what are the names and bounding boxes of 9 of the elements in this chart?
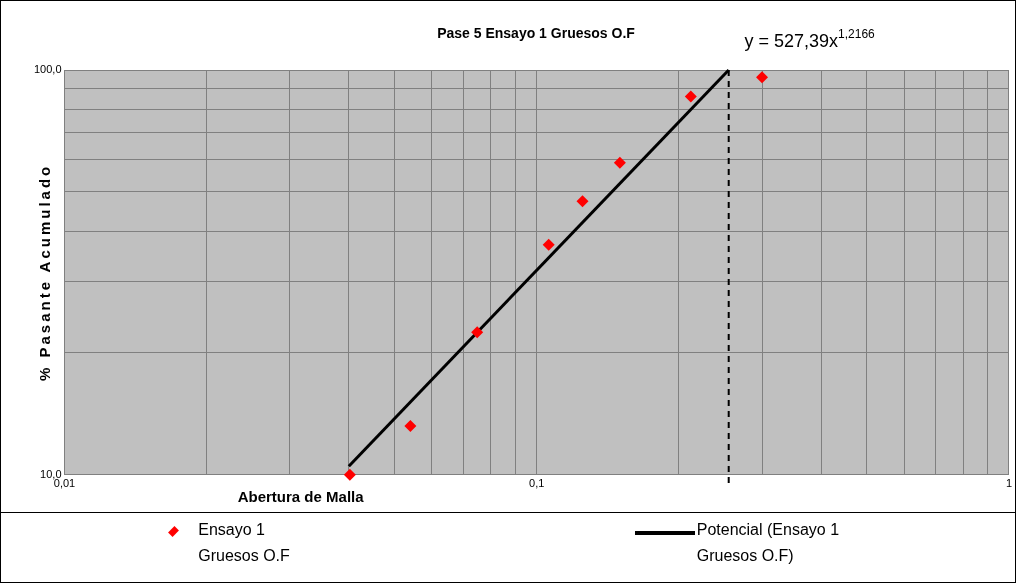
x-tick-label: 0,1 [529, 477, 545, 490]
y-tick-label: 10,0 [40, 467, 62, 480]
chart-title: Pase 5 Ensayo 1 Gruesos O.F [437, 24, 636, 41]
x-tick-label: 1 [1005, 477, 1012, 490]
x-axis-title: Abertura de Malla [237, 487, 365, 505]
y-tick-label: 100,0 [34, 63, 62, 76]
legend-label: Potencial (Ensayo 1 Gruesos O.F) [696, 520, 841, 566]
legend-label: Ensayo 1 Gruesos O.F [198, 520, 291, 566]
y-axis-title: % Pasante Acumulado [36, 163, 54, 382]
